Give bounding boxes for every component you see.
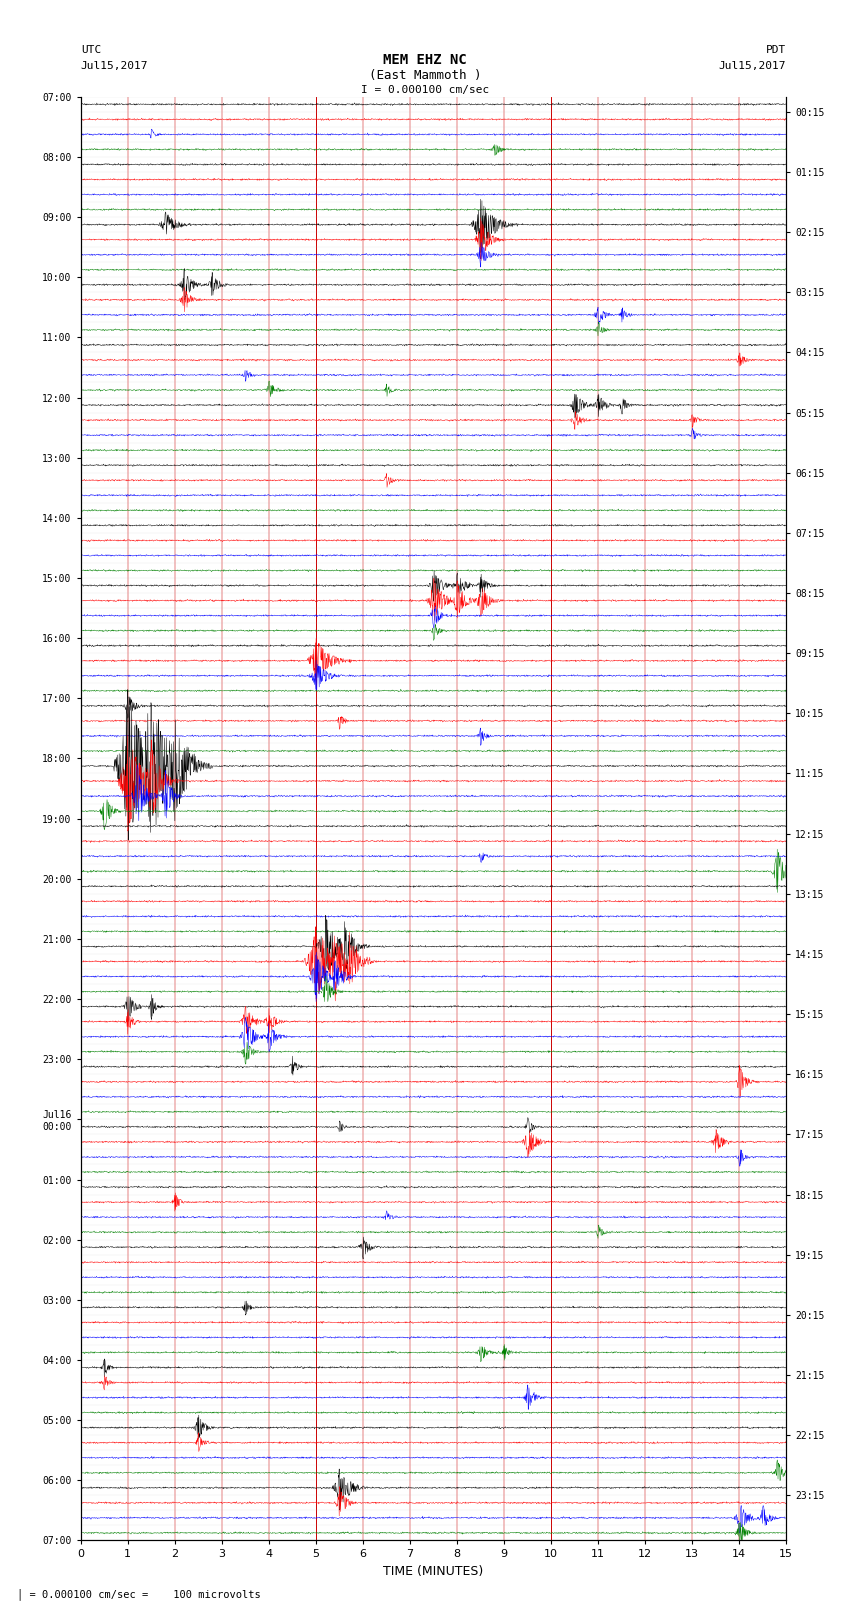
Text: MEM EHZ NC: MEM EHZ NC <box>383 53 467 68</box>
Text: │ = 0.000100 cm/sec =    100 microvolts: │ = 0.000100 cm/sec = 100 microvolts <box>17 1589 261 1600</box>
Text: Jul15,2017: Jul15,2017 <box>81 61 148 71</box>
X-axis label: TIME (MINUTES): TIME (MINUTES) <box>383 1565 484 1578</box>
Text: I = 0.000100 cm/sec: I = 0.000100 cm/sec <box>361 85 489 95</box>
Text: Jul15,2017: Jul15,2017 <box>719 61 786 71</box>
Text: (East Mammoth ): (East Mammoth ) <box>369 69 481 82</box>
Text: PDT: PDT <box>766 45 786 55</box>
Text: UTC: UTC <box>81 45 101 55</box>
